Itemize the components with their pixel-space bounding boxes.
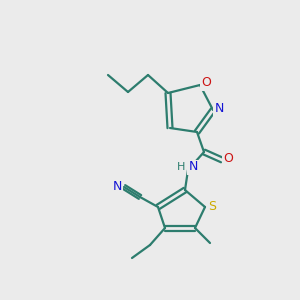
Text: N: N: [112, 179, 122, 193]
Text: N: N: [188, 160, 198, 173]
Text: O: O: [201, 76, 211, 89]
Text: O: O: [223, 152, 233, 166]
Text: N: N: [214, 103, 224, 116]
Text: S: S: [208, 200, 216, 214]
Text: H: H: [177, 162, 185, 172]
